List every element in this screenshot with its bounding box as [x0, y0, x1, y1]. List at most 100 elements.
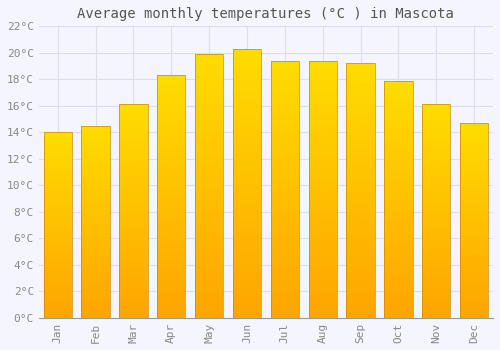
Bar [346, 257, 375, 259]
Bar [384, 266, 412, 268]
Bar [82, 159, 110, 160]
Bar [82, 268, 110, 270]
Bar [82, 266, 110, 268]
Bar [82, 180, 110, 181]
Bar [270, 169, 299, 172]
Bar [119, 250, 148, 252]
Bar [233, 294, 261, 296]
Bar [308, 115, 337, 117]
Bar [119, 164, 148, 166]
Bar [195, 310, 224, 313]
Bar [195, 57, 224, 60]
Bar [308, 302, 337, 305]
Bar [82, 287, 110, 289]
Bar [460, 232, 488, 234]
Bar [384, 145, 412, 147]
Bar [346, 308, 375, 310]
Bar [82, 137, 110, 139]
Bar [44, 272, 72, 273]
Bar [195, 276, 224, 278]
Bar [82, 262, 110, 264]
Bar [308, 223, 337, 225]
Bar [233, 267, 261, 270]
Bar [195, 175, 224, 178]
Bar [308, 300, 337, 302]
Bar [422, 252, 450, 254]
Bar [422, 232, 450, 235]
Bar [422, 147, 450, 149]
Bar [384, 185, 412, 187]
Bar [384, 268, 412, 271]
Bar [119, 139, 148, 141]
Bar [422, 132, 450, 134]
Bar [44, 209, 72, 210]
Bar [119, 235, 148, 237]
Bar [270, 202, 299, 205]
Bar [270, 305, 299, 308]
Bar [422, 305, 450, 307]
Bar [308, 210, 337, 212]
Bar [195, 220, 224, 223]
Bar [384, 156, 412, 159]
Bar [157, 129, 186, 131]
Bar [346, 315, 375, 318]
Bar [195, 260, 224, 262]
Bar [308, 81, 337, 84]
Bar [384, 280, 412, 282]
Bar [308, 251, 337, 254]
Bar [460, 191, 488, 193]
Bar [44, 132, 72, 134]
Bar [233, 156, 261, 159]
Bar [82, 133, 110, 135]
Bar [460, 248, 488, 250]
Bar [195, 210, 224, 212]
Bar [119, 309, 148, 312]
Bar [270, 302, 299, 305]
Bar [384, 166, 412, 168]
Bar [384, 176, 412, 178]
Bar [157, 206, 186, 209]
Bar [422, 267, 450, 269]
Bar [308, 298, 337, 300]
Bar [157, 100, 186, 102]
Bar [44, 303, 72, 305]
Bar [233, 130, 261, 132]
Bar [346, 191, 375, 193]
Bar [44, 201, 72, 203]
Bar [233, 121, 261, 124]
Bar [44, 236, 72, 238]
Bar [157, 163, 186, 165]
Bar [308, 104, 337, 107]
Bar [195, 54, 224, 57]
Bar [82, 128, 110, 130]
Bar [82, 156, 110, 159]
Bar [270, 135, 299, 138]
Bar [422, 164, 450, 166]
Bar [195, 152, 224, 154]
Bar [384, 168, 412, 171]
Bar [308, 274, 337, 277]
Bar [233, 315, 261, 318]
Bar [233, 296, 261, 299]
Bar [157, 209, 186, 211]
Bar [460, 242, 488, 244]
Bar [422, 230, 450, 232]
Bar [460, 273, 488, 275]
Bar [157, 303, 186, 306]
Bar [346, 160, 375, 163]
Bar [44, 153, 72, 155]
Bar [157, 184, 186, 187]
Bar [270, 69, 299, 71]
Bar [270, 125, 299, 128]
Bar [119, 286, 148, 288]
Bar [233, 232, 261, 235]
Bar [233, 103, 261, 105]
Bar [384, 161, 412, 164]
Bar [422, 211, 450, 213]
Bar [82, 237, 110, 239]
Bar [233, 143, 261, 146]
Bar [157, 136, 186, 138]
Bar [233, 159, 261, 162]
Bar [195, 168, 224, 170]
Bar [195, 313, 224, 315]
